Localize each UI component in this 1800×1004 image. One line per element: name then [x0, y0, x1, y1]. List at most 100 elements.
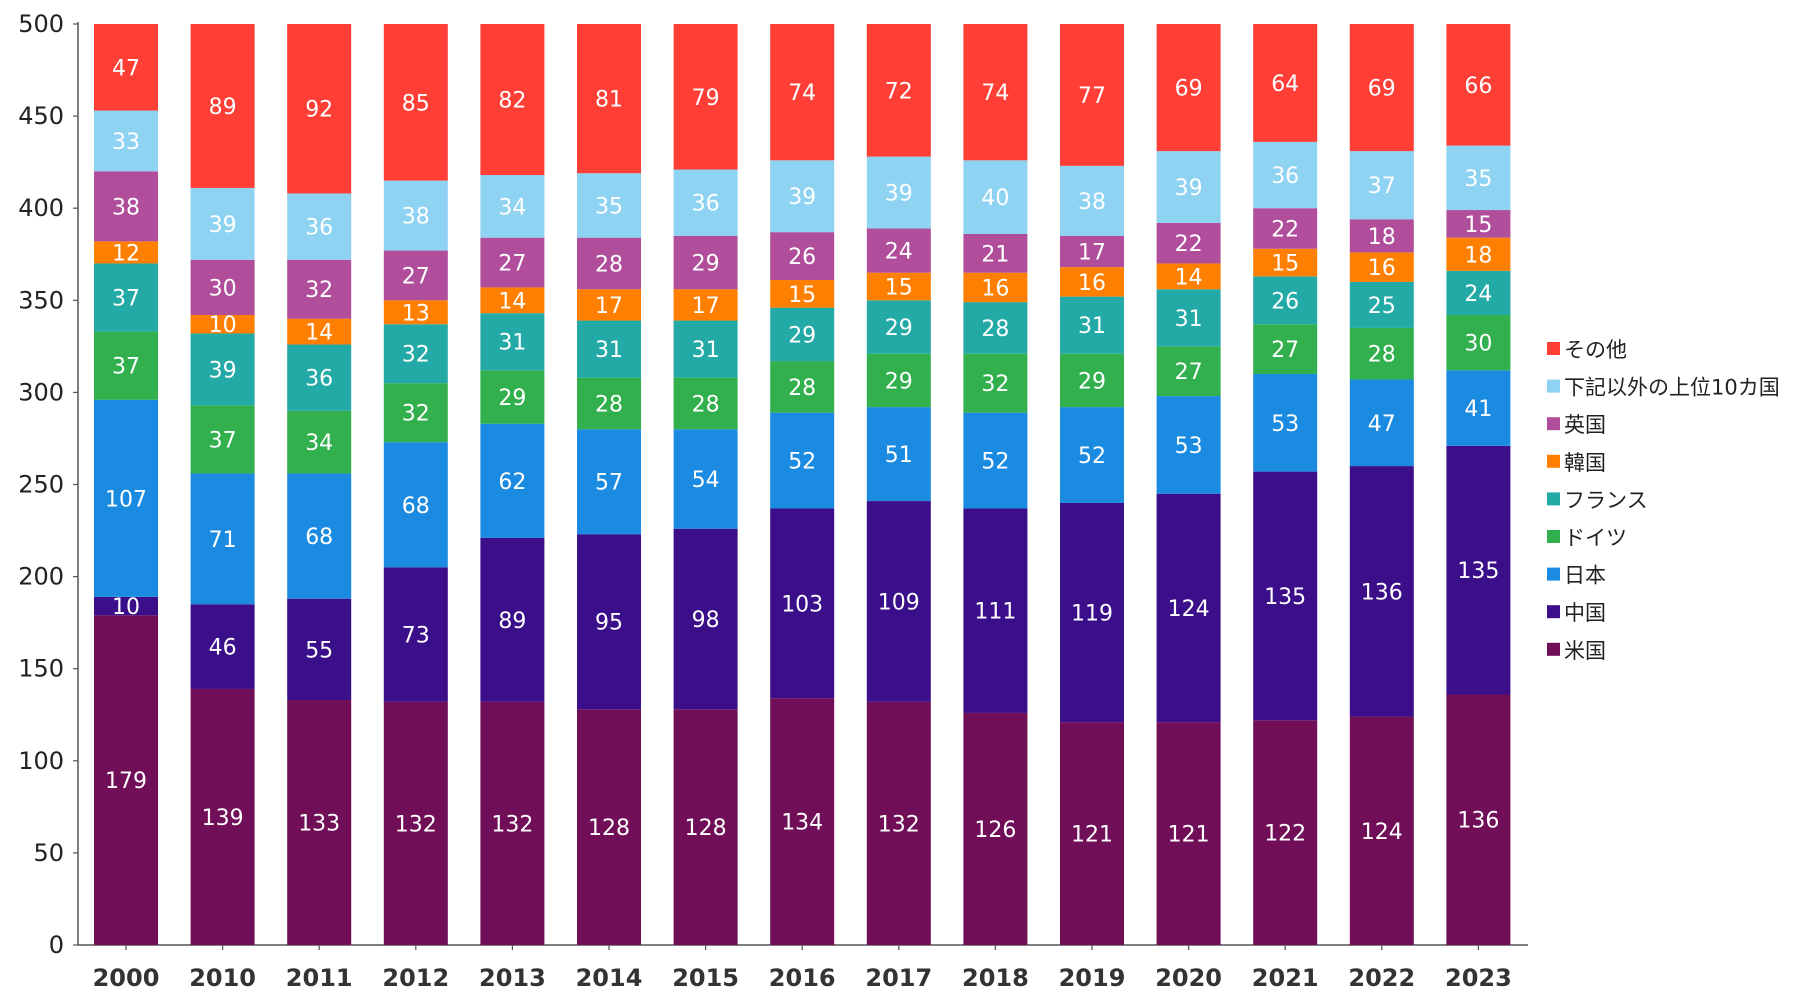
- bar-segment: [866, 701, 931, 945]
- data-label: 51: [885, 443, 913, 468]
- data-label: 39: [209, 358, 237, 383]
- bar-segment: [770, 508, 835, 699]
- bar-segment: [1349, 716, 1414, 945]
- data-label: 69: [1368, 77, 1396, 102]
- bar-segment: [1446, 270, 1511, 316]
- bar-segment: [577, 377, 641, 430]
- data-label: 37: [1368, 174, 1396, 199]
- data-label: 122: [1264, 822, 1306, 847]
- bar-segment: [1156, 722, 1221, 945]
- x-tick-label: 2012: [382, 964, 449, 992]
- bar-segment: [577, 289, 641, 321]
- data-label: 77: [1078, 84, 1106, 109]
- legend-label: 韓国: [1564, 451, 1606, 475]
- data-label: 95: [595, 611, 623, 636]
- data-label: 29: [498, 386, 526, 411]
- bar-segment: [577, 709, 641, 945]
- bar-segment: [866, 353, 931, 408]
- bar-segment: [963, 233, 1028, 273]
- data-label: 89: [498, 609, 526, 634]
- data-label: 72: [885, 79, 913, 104]
- data-label: 103: [781, 592, 823, 617]
- legend-item: 日本: [1547, 564, 1606, 588]
- data-label: 25: [1368, 294, 1396, 319]
- data-label: 10: [112, 595, 140, 620]
- bar-stack-2021: 122 135 53 27 26 15 22 36 64: [1253, 24, 1318, 945]
- data-label: 107: [105, 487, 147, 512]
- legend-swatch: [1547, 379, 1560, 393]
- y-tick-label: 150: [18, 655, 64, 683]
- data-label: 15: [1271, 252, 1299, 277]
- data-label: 18: [1368, 225, 1396, 250]
- data-label: 17: [595, 294, 623, 319]
- y-tick-label: 400: [18, 194, 64, 222]
- bar-segment: [1060, 24, 1124, 166]
- legend-swatch: [1547, 342, 1560, 355]
- data-label: 121: [1168, 823, 1210, 848]
- bar-segment: [963, 508, 1028, 713]
- x-tick-label: 2011: [286, 964, 353, 992]
- legend-label: その他: [1564, 338, 1627, 362]
- data-label: 79: [692, 86, 720, 111]
- x-axis: 2000 2010 2011 2012 2013 2014 2015 2016 2017 2018…: [78, 944, 1528, 992]
- bar-segment: [94, 110, 158, 172]
- data-label: 128: [685, 816, 727, 841]
- bar-segment: [1060, 722, 1124, 945]
- bar-segment: [866, 300, 931, 354]
- bar-segment: [1446, 24, 1511, 146]
- data-label: 92: [305, 98, 333, 123]
- legend-item: 中国: [1547, 601, 1606, 625]
- data-label: 24: [885, 240, 913, 265]
- data-label: 132: [395, 812, 437, 837]
- bar-segment: [770, 160, 835, 233]
- data-label: 46: [209, 636, 237, 661]
- legend-label: 英国: [1564, 413, 1606, 437]
- data-label: 27: [402, 264, 430, 289]
- bar-segment: [1253, 720, 1318, 945]
- data-label: 39: [788, 185, 816, 210]
- data-label: 132: [878, 812, 920, 837]
- bar-segment: [866, 228, 931, 273]
- data-label: 31: [1078, 314, 1106, 339]
- data-label: 71: [209, 528, 237, 553]
- bar-segment: [1253, 471, 1318, 721]
- data-label: 124: [1361, 820, 1403, 845]
- legend-swatch: [1547, 530, 1560, 543]
- legend-item: 英国: [1547, 413, 1606, 437]
- bar-segment: [94, 24, 158, 111]
- y-tick-label: 200: [18, 563, 64, 591]
- bar-segment: [577, 320, 641, 378]
- data-label: 134: [781, 811, 823, 836]
- data-label: 109: [878, 590, 920, 615]
- bar-segment: [866, 156, 931, 229]
- bar-segment: [673, 169, 738, 236]
- bar-segment: [1446, 237, 1511, 271]
- bar-segment: [190, 259, 255, 316]
- data-label: 39: [209, 213, 237, 238]
- bar-segment: [190, 604, 255, 689]
- bar-segment: [1349, 219, 1414, 253]
- data-label: 35: [1464, 167, 1492, 192]
- bar-segment: [94, 331, 158, 400]
- bar-segment: [287, 24, 352, 194]
- data-label: 47: [1368, 412, 1396, 437]
- bar-stack-2013: 132 89 62 29 31 14 27 34 82: [480, 24, 545, 945]
- legend-label: 下記以外の上位10カ国: [1564, 376, 1780, 400]
- data-label: 29: [788, 323, 816, 348]
- bar-segment: [480, 24, 545, 176]
- bar-segment: [1349, 466, 1414, 717]
- bar-segment: [480, 237, 545, 288]
- bar-stack-2022: 124 136 47 28 25 16 18 37 69: [1349, 24, 1414, 945]
- data-label: 89: [209, 95, 237, 120]
- data-label: 34: [305, 431, 333, 456]
- bar-stack-2019: 121 119 52 29 31 16 17 38 77: [1060, 24, 1124, 945]
- data-label: 14: [1175, 265, 1203, 290]
- data-label: 14: [305, 321, 333, 346]
- bar-segment: [1060, 165, 1124, 236]
- legend-label: 日本: [1564, 564, 1606, 588]
- data-label: 124: [1168, 597, 1210, 622]
- legend-label: 米国: [1564, 639, 1606, 663]
